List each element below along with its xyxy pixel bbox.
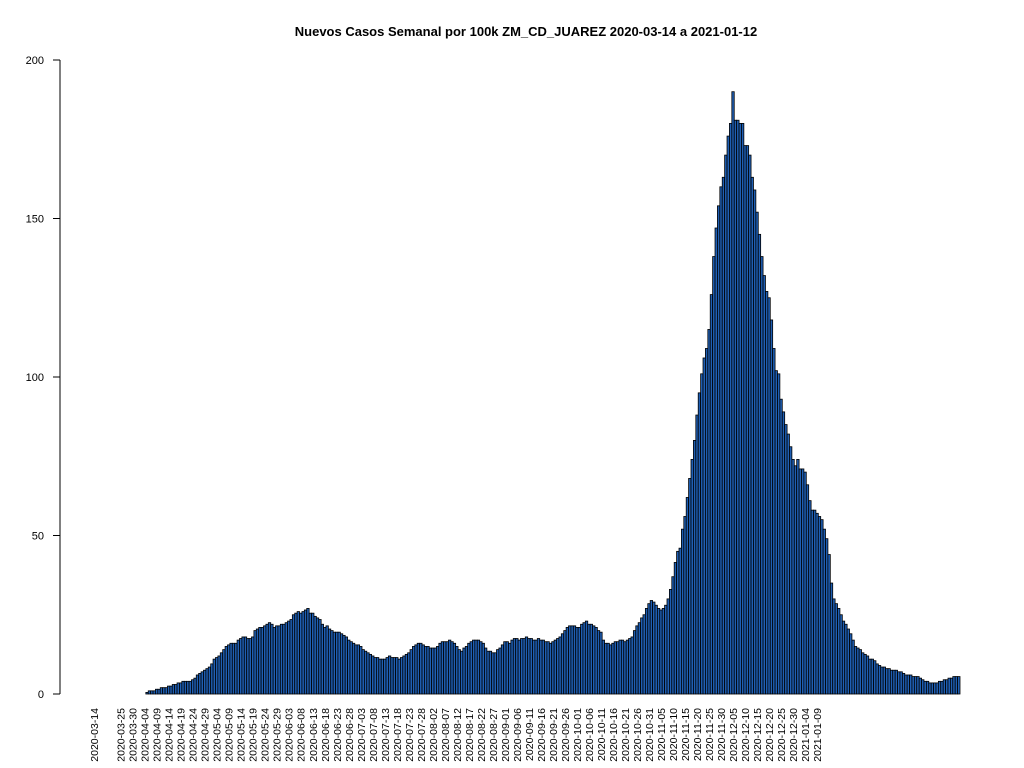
y-axis: 0 50 100 150 200 xyxy=(26,55,61,701)
x-tick-label: 2020-06-18 xyxy=(320,708,332,762)
x-tick-label: 2020-08-17 xyxy=(464,708,476,762)
y-tick-label: 50 xyxy=(32,531,44,543)
x-tick-label: 2020-03-25 xyxy=(116,708,128,762)
y-tick-label: 100 xyxy=(26,372,44,384)
y-tick-label: 150 xyxy=(26,214,44,226)
x-tick-label: 2020-04-14 xyxy=(164,708,176,762)
x-tick-label: 2020-06-23 xyxy=(332,708,344,762)
x-tick-label: 2020-04-24 xyxy=(188,708,200,762)
x-tick-label: 2020-12-05 xyxy=(728,708,740,762)
x-tick-label: 2020-07-23 xyxy=(404,708,416,762)
x-tick-label: 2020-03-30 xyxy=(128,708,140,762)
x-tick-label: 2020-08-22 xyxy=(476,708,488,762)
x-tick-label: 2020-10-26 xyxy=(632,708,644,762)
x-tick-label: 2020-09-21 xyxy=(548,708,560,762)
y-tick-label: 0 xyxy=(38,689,44,701)
x-tick-label: 2020-05-29 xyxy=(272,708,284,762)
x-tick-label: 2021-01-04 xyxy=(800,708,812,762)
x-tick-label: 2020-12-30 xyxy=(788,708,800,762)
x-tick-label: 2020-12-10 xyxy=(740,708,752,762)
x-tick-label: 2020-05-19 xyxy=(248,708,260,762)
x-tick-label: 2020-06-03 xyxy=(284,708,296,762)
x-tick-label: 2020-10-31 xyxy=(644,708,656,762)
bar xyxy=(957,676,961,695)
x-tick-label: 2020-11-20 xyxy=(692,708,704,761)
x-axis: 2020-03-14 2020-03-25 2020-03-30 2020-04-04… xyxy=(89,708,824,762)
x-tick-label: 2020-07-18 xyxy=(392,708,404,762)
x-tick-label: 2020-05-14 xyxy=(236,708,248,762)
x-tick-label: 2020-09-11 xyxy=(524,708,536,761)
x-tick-label: 2020-11-30 xyxy=(716,708,728,761)
y-tick-label: 200 xyxy=(26,55,44,67)
x-tick-label: 2020-07-08 xyxy=(368,708,380,762)
x-tick-label: 2020-06-13 xyxy=(308,708,320,762)
x-tick-label: 2020-06-08 xyxy=(296,708,308,762)
x-tick-label: 2020-11-25 xyxy=(704,708,716,761)
x-tick-label: 2020-10-21 xyxy=(620,708,632,762)
x-tick-label: 2020-08-12 xyxy=(452,708,464,762)
x-tick-label: 2020-09-01 xyxy=(500,708,512,762)
x-tick-label: 2020-07-03 xyxy=(356,708,368,762)
x-tick-label: 2020-08-02 xyxy=(428,708,440,762)
x-tick-label: 2020-03-14 xyxy=(89,708,101,762)
x-tick-label: 2020-04-29 xyxy=(200,708,212,762)
x-tick-label: 2020-05-09 xyxy=(224,708,236,762)
x-tick-label: 2020-08-27 xyxy=(488,708,500,762)
x-tick-label: 2020-12-20 xyxy=(764,708,776,762)
x-tick-label: 2020-06-28 xyxy=(344,708,356,762)
x-tick-label: 2020-09-16 xyxy=(536,708,548,762)
x-tick-label: 2020-09-06 xyxy=(512,708,524,762)
x-tick-label: 2020-11-05 xyxy=(656,708,668,761)
x-tick-label: 2021-01-09 xyxy=(812,708,824,762)
chart-title: Nuevos Casos Semanal por 100k ZM_CD_JUAR… xyxy=(295,24,757,39)
x-tick-label: 2020-12-25 xyxy=(776,708,788,762)
x-tick-label: 2020-04-04 xyxy=(140,708,152,762)
x-tick-label: 2020-10-16 xyxy=(608,708,620,762)
x-tick-label: 2020-12-15 xyxy=(752,708,764,762)
x-tick-label: 2020-07-28 xyxy=(416,708,428,762)
x-tick-label: 2020-08-07 xyxy=(440,708,452,762)
x-tick-label: 2020-09-26 xyxy=(560,708,572,762)
x-tick-label: 2020-10-11 xyxy=(596,708,608,761)
x-tick-label: 2020-11-15 xyxy=(680,708,692,761)
x-tick-label: 2020-04-19 xyxy=(176,708,188,762)
x-tick-label: 2020-10-01 xyxy=(572,708,584,762)
x-tick-label: 2020-11-10 xyxy=(668,708,680,761)
x-tick-label: 2020-04-09 xyxy=(152,708,164,762)
x-tick-label: 2020-05-04 xyxy=(212,708,224,762)
x-tick-label: 2020-10-06 xyxy=(584,708,596,762)
x-tick-label: 2020-05-24 xyxy=(260,708,272,762)
x-tick-label: 2020-07-13 xyxy=(380,708,392,762)
bars-group xyxy=(145,91,961,695)
